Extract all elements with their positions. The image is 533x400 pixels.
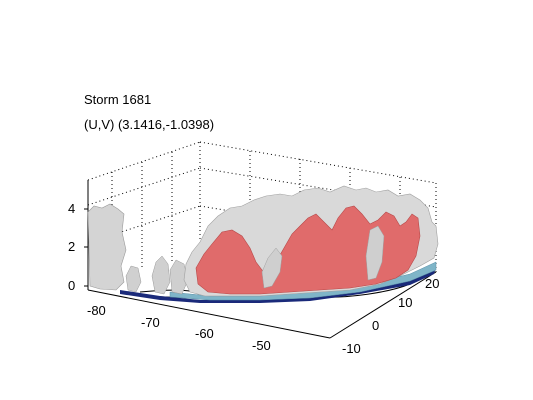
y-tick-label: 10 <box>398 295 412 310</box>
chart-title: Storm 1681 <box>84 92 152 107</box>
x-tick-label: -60 <box>195 326 214 341</box>
x-axis: -80 -70 -60 -50 <box>87 303 271 353</box>
z-tick-label: 2 <box>68 239 75 254</box>
outer-surface-pocket1 <box>261 247 283 289</box>
outer-surface-pocket2 <box>365 225 385 281</box>
outer-surface-bump2 <box>151 255 171 295</box>
x-tick-label: -70 <box>141 315 160 330</box>
inner-surface <box>195 205 421 295</box>
y-tick-label: -10 <box>342 341 361 356</box>
outer-surface-left <box>87 203 127 291</box>
x-tick-label: -80 <box>87 303 106 318</box>
chart-subtitle: (U,V) (3.1416,-1.0398) <box>84 117 215 132</box>
outer-surface-bump1 <box>125 265 142 293</box>
y-tick-label: 0 <box>372 318 379 333</box>
y-tick-label: 20 <box>425 276 439 291</box>
floor-contour <box>120 268 436 303</box>
x-tick-label: -50 <box>252 338 271 353</box>
z-tick-label: 4 <box>68 201 75 216</box>
z-tick-label: 0 <box>68 278 75 293</box>
z-axis: 0 2 4 <box>68 201 88 293</box>
y-axis: -10 0 10 20 <box>342 276 439 356</box>
